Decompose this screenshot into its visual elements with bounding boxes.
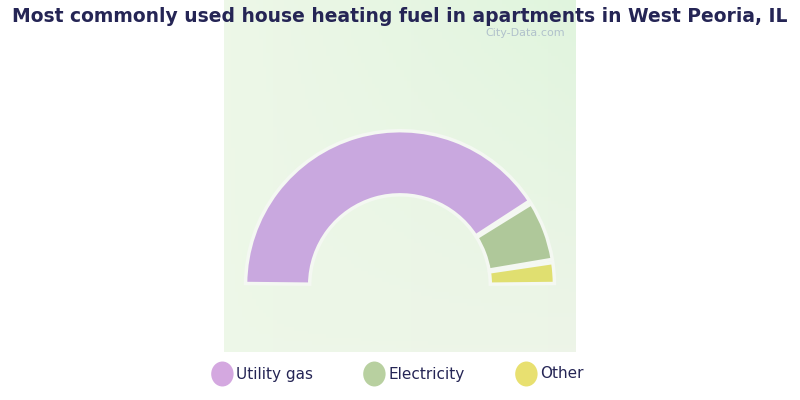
Text: Electricity: Electricity [388, 366, 464, 382]
Ellipse shape [211, 362, 234, 386]
Text: Utility gas: Utility gas [236, 366, 313, 382]
Text: Most commonly used house heating fuel in apartments in West Peoria, IL: Most commonly used house heating fuel in… [12, 7, 788, 26]
Text: Other: Other [540, 366, 583, 382]
Wedge shape [246, 131, 530, 284]
Wedge shape [477, 204, 552, 270]
Ellipse shape [363, 362, 386, 386]
Ellipse shape [515, 362, 538, 386]
Wedge shape [490, 262, 554, 284]
Text: City-Data.com: City-Data.com [486, 28, 566, 38]
